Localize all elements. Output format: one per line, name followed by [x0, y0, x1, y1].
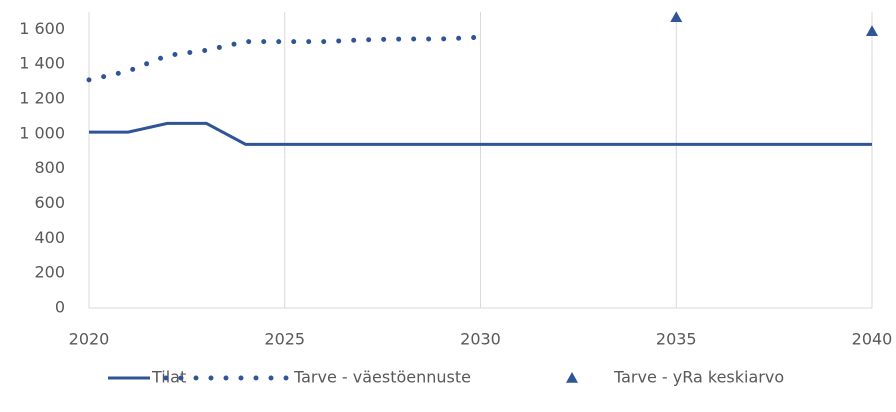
y-tick-label: 600 — [34, 193, 65, 212]
x-tick-label: 2040 — [852, 330, 893, 349]
y-tick-label: 1 400 — [19, 54, 65, 73]
x-tick-label: 2030 — [460, 330, 501, 349]
legend-label: Tarve - väestöennuste — [293, 368, 471, 387]
marker — [670, 11, 683, 23]
y-tick-label: 1 600 — [19, 19, 65, 38]
x-tick-label: 2025 — [264, 330, 305, 349]
x-tick-label: 2035 — [656, 330, 697, 349]
y-tick-label: 0 — [55, 298, 65, 317]
legend-symbol — [566, 372, 578, 383]
x-tick-label: 2020 — [69, 330, 110, 349]
y-tick-label: 400 — [34, 228, 65, 247]
legend-label: Tarve - yRa keskiarvo — [613, 368, 784, 387]
y-tick-label: 1 200 — [19, 89, 65, 108]
y-tick-label: 200 — [34, 263, 65, 282]
legend-label: Tilat — [151, 368, 186, 387]
y-tick-label: 1 000 — [19, 123, 65, 142]
y-tick-label: 800 — [34, 158, 65, 177]
marker — [866, 25, 878, 36]
series-line — [86, 34, 483, 83]
series-line — [89, 121, 872, 146]
